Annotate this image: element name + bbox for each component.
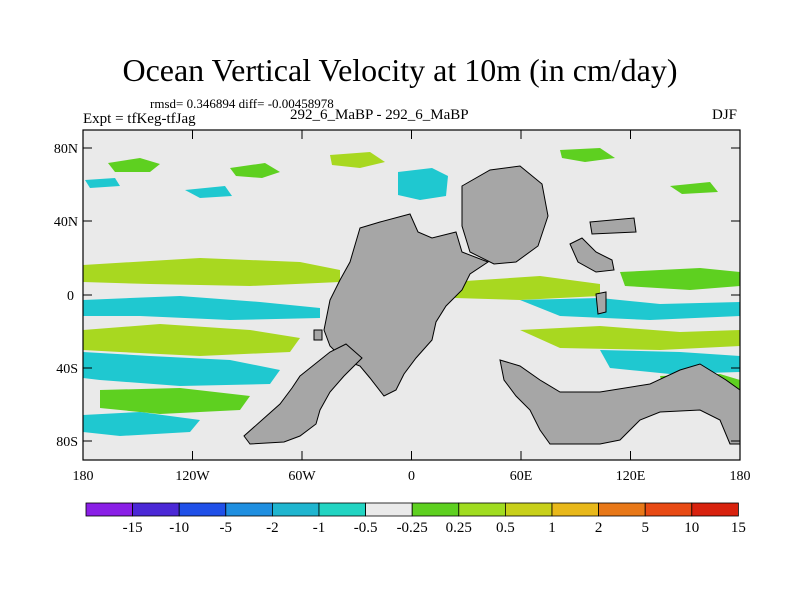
colorbar-label: -0.5 xyxy=(354,520,378,536)
colorbar-swatch xyxy=(598,502,646,517)
center-label: 292_6_MaBP - 292_6_MaBP xyxy=(290,107,469,123)
band-south-cyan-1 xyxy=(83,352,280,386)
y-tick-label-80n: 80N xyxy=(54,142,78,157)
colorbar-swatch xyxy=(132,502,180,517)
band-south-cyan-2 xyxy=(83,412,200,436)
colorbar-swatch xyxy=(318,502,366,517)
colorbar-label: -15 xyxy=(123,520,143,536)
landmass-north-cap xyxy=(461,165,549,265)
colorbar xyxy=(85,502,739,517)
colorbar-label: 0.5 xyxy=(496,520,515,536)
colorbar-label: 10 xyxy=(684,520,699,536)
colorbar-label: 2 xyxy=(595,520,603,536)
x-tick-label-60e: 60E xyxy=(510,469,533,484)
colorbar-label: -0.25 xyxy=(397,520,428,536)
y-axis xyxy=(83,147,740,442)
colorbar-label: 15 xyxy=(731,520,746,536)
x-tick-label-180w: 180 xyxy=(73,469,94,484)
colorbar-label: -1 xyxy=(313,520,326,536)
colorbar-label: 0.25 xyxy=(446,520,472,536)
colorbar-label: 1 xyxy=(548,520,556,536)
colorbar-swatch xyxy=(85,502,133,517)
colorbar-labels: -15 -10 -5 -2 -1 -0.5 -0.25 0.25 0.5 1 2 5 10 15 xyxy=(123,520,746,536)
x-tick-label-120e: 120E xyxy=(616,469,646,484)
patch-pacific-cyan xyxy=(185,186,232,198)
patch-arctic-cyan xyxy=(398,168,448,200)
right-label: DJF xyxy=(712,107,738,123)
landmass-equator-isle xyxy=(595,291,607,315)
x-tick-label-120w: 120W xyxy=(175,469,210,484)
colorbar-label: 5 xyxy=(641,520,649,536)
y-tick-label-40s: 40S xyxy=(56,362,78,377)
patch-north-green-3 xyxy=(330,152,385,168)
x-tick-label-0: 0 xyxy=(408,469,415,484)
y-tick-label-0: 0 xyxy=(67,289,74,304)
map-panel xyxy=(82,129,741,461)
band-south-green-2 xyxy=(100,388,250,414)
colorbar-label: -10 xyxy=(169,520,189,536)
patch-north-cyan-1 xyxy=(85,178,120,188)
band-south-east-1 xyxy=(520,326,740,350)
landmass-south-east xyxy=(499,359,741,445)
y-tick-label-40n: 40N xyxy=(54,215,78,230)
colorbar-swatch xyxy=(551,502,599,517)
patch-north-green-5 xyxy=(670,182,718,194)
colorbar-swatch xyxy=(644,502,693,517)
left-label: Expt = tfKeg-tfJag xyxy=(83,111,196,127)
colorbar-swatch xyxy=(411,502,460,517)
y-tick-label-80s: 80S xyxy=(56,435,78,450)
colorbar-swatch xyxy=(458,502,506,517)
band-south-yellowgreen-1 xyxy=(83,324,300,356)
x-axis xyxy=(82,130,741,460)
landmass-east-peninsula xyxy=(569,237,615,273)
x-tick-label-60w: 60W xyxy=(288,469,316,484)
colorbar-label: -2 xyxy=(266,520,279,536)
colorbar-label: -5 xyxy=(220,520,233,536)
patch-north-green-1 xyxy=(108,158,160,172)
landmass-america-north xyxy=(323,213,490,397)
colorbar-swatch xyxy=(691,502,739,517)
landmass-islet-1 xyxy=(313,329,323,341)
colorbar-swatch xyxy=(271,502,320,517)
y-tick-labels: 80N 40N 0 40S 80S xyxy=(54,142,78,450)
x-tick-labels: 180 120W 60W 0 60E 120E 180 xyxy=(73,469,751,484)
plot-title: Ocean Vertical Velocity at 10m (in cm/da… xyxy=(122,52,678,88)
patch-north-green-4 xyxy=(560,148,615,162)
colorbar-swatch xyxy=(225,502,273,517)
colorbar-swatch xyxy=(365,502,413,517)
band-indian-cyan xyxy=(520,298,740,320)
band-equatorial-cyan xyxy=(83,296,320,320)
colorbar-swatch xyxy=(504,502,553,517)
band-atlantic-green xyxy=(450,276,600,300)
landmass-east-island xyxy=(589,217,637,235)
x-tick-label-180e: 180 xyxy=(730,469,751,484)
velocity-field xyxy=(83,148,740,436)
patch-north-green-2 xyxy=(230,163,280,178)
landmass-south-west xyxy=(243,343,363,445)
band-pacific-east xyxy=(620,268,740,290)
colorbar-swatch xyxy=(178,502,227,517)
land-masses xyxy=(243,165,741,445)
stats-line: rmsd= 0.346894 diff= -0.00458978 xyxy=(150,96,334,111)
band-equatorial-yellowgreen xyxy=(83,258,340,286)
